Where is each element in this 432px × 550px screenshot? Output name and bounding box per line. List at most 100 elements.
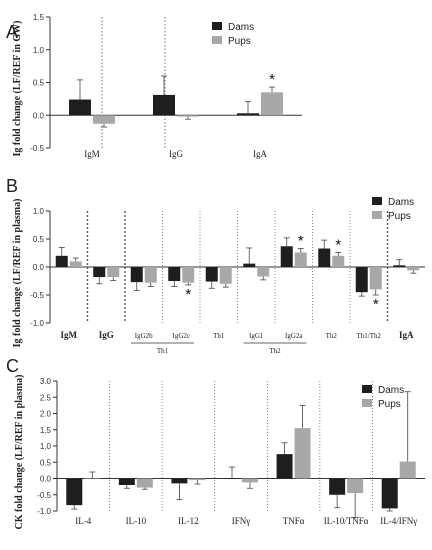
y-tick-label: -1.0	[37, 507, 51, 516]
y-axis-label: Ig fold change (LF/REF in plasma)	[12, 199, 23, 348]
x-category-label: Th1	[213, 332, 225, 340]
significance-star: *	[373, 296, 379, 313]
bar-dams	[168, 267, 181, 281]
bar-pups	[177, 115, 199, 117]
significance-star: *	[185, 286, 191, 303]
x-category-label: IgM	[61, 330, 78, 340]
x-category-label: IL-4/IFNγ	[380, 516, 417, 526]
y-tick-label: 1.0	[33, 207, 45, 216]
y-tick-label: 0.5	[33, 79, 45, 88]
y-tick-label: -0.5	[30, 291, 44, 300]
x-category-label: IgA	[399, 330, 414, 340]
legend-swatch-pups	[372, 211, 382, 219]
significance-star: *	[298, 233, 304, 250]
y-tick-label: 2.0	[40, 410, 52, 419]
bar-pups	[369, 267, 382, 290]
y-tick-label: 0.0	[40, 475, 52, 484]
panel-label: A	[6, 22, 18, 42]
bar-dams	[276, 454, 293, 479]
bar-dams	[118, 478, 135, 485]
y-tick-label: -0.5	[37, 491, 51, 500]
bar-pups	[294, 252, 307, 267]
x-category-label: IgG	[169, 149, 183, 159]
x-category-label: IFNγ	[232, 516, 251, 526]
bar-pups	[242, 478, 258, 483]
bar-pups	[219, 267, 232, 284]
group-label: Th1	[157, 347, 169, 355]
y-tick-label: 0.0	[33, 263, 45, 272]
legend-swatch-dams	[212, 22, 222, 30]
bar-dams	[224, 478, 240, 479]
bar-pups	[294, 428, 311, 479]
bar-pups	[136, 478, 153, 488]
bar-pups	[332, 255, 345, 267]
bar-pups	[257, 267, 270, 277]
y-tick-label: 1.5	[40, 426, 52, 435]
bar-pups	[107, 267, 120, 278]
bar-pups	[69, 261, 82, 267]
x-category-label: IgG2a	[285, 332, 303, 340]
legend-label: Dams	[378, 385, 404, 396]
panel-label: B	[6, 176, 18, 196]
bar-dams	[153, 94, 175, 116]
x-category-label: IgG	[99, 330, 114, 340]
y-tick-label: 1.0	[40, 442, 52, 451]
x-category-label: IL-4	[75, 516, 91, 526]
legend-swatch-pups	[362, 399, 372, 407]
bar-dams	[243, 263, 256, 267]
y-tick-label: 0.5	[33, 235, 45, 244]
y-tick-label: 3.0	[40, 377, 52, 386]
bar-dams	[205, 267, 218, 282]
y-tick-label: 1.5	[33, 13, 45, 22]
bar-pups	[347, 478, 364, 494]
bar-pups	[144, 267, 157, 283]
bar-pups	[261, 92, 283, 116]
y-axis-label: Ig fold change (LF/REF in GW)	[12, 20, 23, 156]
bar-pups	[189, 478, 206, 481]
bar-pups	[399, 461, 416, 479]
y-tick-label: 2.5	[40, 393, 52, 402]
x-category-label: TNFα	[283, 516, 305, 526]
bar-dams	[280, 246, 293, 267]
y-tick-label: -1.0	[30, 319, 44, 328]
significance-star: *	[269, 71, 275, 88]
x-category-label: IgG2b	[135, 332, 153, 340]
bar-dams	[66, 478, 83, 506]
bar-pups	[93, 115, 115, 124]
x-category-label: IgG1	[249, 332, 264, 340]
bar-dams	[55, 255, 68, 267]
x-category-label: Th1/Th2	[357, 332, 382, 340]
group-label: Th2	[269, 347, 281, 355]
bar-dams	[93, 267, 106, 278]
bar-dams	[130, 267, 143, 283]
bar-dams	[237, 113, 259, 116]
legend-swatch-dams	[372, 197, 382, 205]
legend-label: Pups	[378, 399, 401, 410]
bar-dams	[381, 478, 398, 509]
y-tick-label: -0.5	[30, 144, 44, 153]
legend-swatch-dams	[362, 385, 372, 393]
y-tick-label: 1.0	[33, 46, 45, 55]
bar-dams	[329, 478, 346, 495]
x-category-label: IL-10	[126, 516, 147, 526]
bar-dams	[355, 267, 368, 293]
legend-label: Pups	[228, 36, 251, 47]
y-tick-label: 0.5	[40, 458, 52, 467]
bar-dams	[171, 478, 188, 484]
x-category-label: IL-10/TNFα	[324, 516, 369, 526]
legend-label: Dams	[388, 197, 414, 208]
bar-dams	[393, 265, 406, 267]
legend-label: Dams	[228, 22, 254, 33]
y-tick-label: 0.0	[33, 111, 45, 120]
significance-star: *	[335, 236, 341, 253]
bar-dams	[69, 99, 91, 116]
legend-label: Pups	[388, 211, 411, 222]
x-category-label: IgG2c	[173, 332, 191, 340]
panel-label: C	[6, 356, 19, 376]
y-axis-label: CK fold change (LF/REF in plasma)	[14, 375, 25, 530]
bar-pups	[182, 267, 195, 283]
x-category-label: Th2	[326, 332, 338, 340]
x-category-label: IgM	[84, 149, 100, 159]
bar-pups	[407, 267, 420, 271]
